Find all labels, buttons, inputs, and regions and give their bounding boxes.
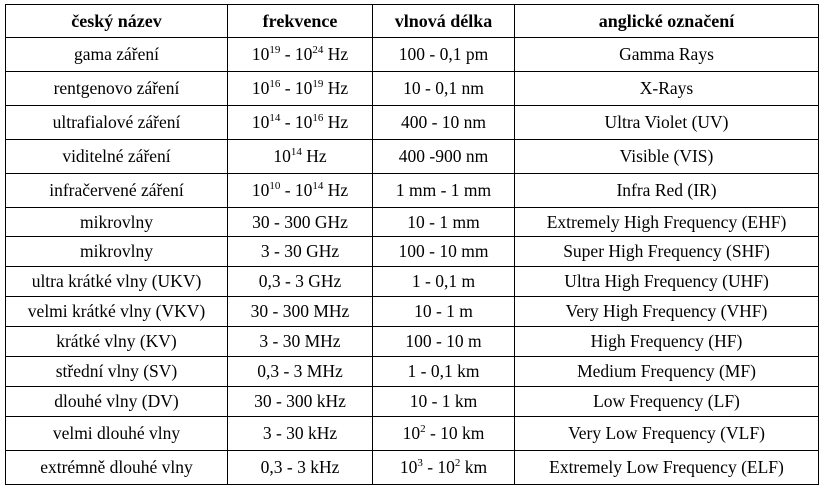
cell-wavelength: 400 - 10 nm: [372, 105, 515, 140]
cell-frequency: 0,3 - 3 kHz: [227, 450, 373, 485]
electromagnetic-spectrum-table: český název frekvence vlnová délka angli…: [5, 4, 819, 485]
table-row: mikrovlny 3 - 30 GHz 100 - 10 mm Super H…: [5, 236, 819, 267]
cell-frequency: 0,3 - 3 MHz: [227, 356, 373, 387]
cell-wavelength: 103 - 102 km: [372, 450, 515, 485]
cell-english-name: Low Frequency (LF): [514, 386, 819, 417]
cell-frequency: 0,3 - 3 GHz: [227, 266, 373, 297]
cell-english-name: Medium Frequency (MF): [514, 356, 819, 387]
cell-frequency: 30 - 300 GHz: [227, 207, 373, 237]
cell-czech-name: ultrafialové záření: [5, 105, 228, 140]
header-english-name: anglické označení: [514, 4, 819, 38]
table-row: viditelné záření 1014 Hz 400 -900 nm Vis…: [5, 139, 819, 174]
cell-english-name: Gamma Rays: [514, 37, 819, 72]
cell-english-name: Visible (VIS): [514, 139, 819, 174]
cell-wavelength: 102 - 10 km: [372, 416, 515, 451]
cell-wavelength: 1 mm - 1 mm: [372, 173, 515, 208]
cell-wavelength: 10 - 0,1 nm: [372, 71, 515, 106]
cell-czech-name: dlouhé vlny (DV): [5, 386, 228, 417]
cell-czech-name: mikrovlny: [5, 236, 228, 267]
table-row: rentgenovo záření 1016 - 1019 Hz 10 - 0,…: [5, 71, 819, 106]
cell-wavelength: 10 - 1 m: [372, 296, 515, 327]
cell-wavelength: 1 - 0,1 km: [372, 356, 515, 387]
table-header-row: český název frekvence vlnová délka angli…: [5, 4, 819, 38]
cell-english-name: High Frequency (HF): [514, 326, 819, 357]
cell-frequency: 1016 - 1019 Hz: [227, 71, 373, 106]
cell-frequency: 30 - 300 MHz: [227, 296, 373, 327]
cell-frequency: 1014 - 1016 Hz: [227, 105, 373, 140]
cell-wavelength: 100 - 10 mm: [372, 236, 515, 267]
cell-english-name: Extremely Low Frequency (ELF): [514, 450, 819, 485]
cell-frequency: 1019 - 1024 Hz: [227, 37, 373, 72]
cell-czech-name: ultra krátké vlny (UKV): [5, 266, 228, 297]
cell-czech-name: extrémně dlouhé vlny: [5, 450, 228, 485]
cell-czech-name: velmi dlouhé vlny: [5, 416, 228, 451]
header-czech-name: český název: [5, 4, 228, 38]
cell-wavelength: 400 -900 nm: [372, 139, 515, 174]
cell-czech-name: mikrovlny: [5, 207, 228, 237]
header-frequency: frekvence: [227, 4, 373, 38]
table-row: krátké vlny (KV) 3 - 30 MHz 100 - 10 m H…: [5, 326, 819, 357]
table-row: gama záření 1019 - 1024 Hz 100 - 0,1 pm …: [5, 37, 819, 72]
cell-frequency: 1014 Hz: [227, 139, 373, 174]
table-row: ultra krátké vlny (UKV) 0,3 - 3 GHz 1 - …: [5, 266, 819, 297]
header-wavelength: vlnová délka: [372, 4, 515, 38]
cell-wavelength: 10 - 1 km: [372, 386, 515, 417]
table-row: velmi krátké vlny (VKV) 30 - 300 MHz 10 …: [5, 296, 819, 327]
cell-czech-name: krátké vlny (KV): [5, 326, 228, 357]
cell-frequency: 3 - 30 kHz: [227, 416, 373, 451]
cell-wavelength: 1 - 0,1 m: [372, 266, 515, 297]
cell-czech-name: infračervené záření: [5, 173, 228, 208]
cell-wavelength: 10 - 1 mm: [372, 207, 515, 237]
cell-wavelength: 100 - 0,1 pm: [372, 37, 515, 72]
cell-english-name: Infra Red (IR): [514, 173, 819, 208]
table-row: střední vlny (SV) 0,3 - 3 MHz 1 - 0,1 km…: [5, 356, 819, 387]
cell-english-name: Very High Frequency (VHF): [514, 296, 819, 327]
cell-czech-name: rentgenovo záření: [5, 71, 228, 106]
table-row: dlouhé vlny (DV) 30 - 300 kHz 10 - 1 km …: [5, 386, 819, 417]
table-row: velmi dlouhé vlny 3 - 30 kHz 102 - 10 km…: [5, 416, 819, 451]
caption-fragment: [190, 0, 490, 3]
cell-english-name: X-Rays: [514, 71, 819, 106]
cell-czech-name: velmi krátké vlny (VKV): [5, 296, 228, 327]
cell-english-name: Very Low Frequency (VLF): [514, 416, 819, 451]
cell-czech-name: střední vlny (SV): [5, 356, 228, 387]
cell-frequency: 3 - 30 GHz: [227, 236, 373, 267]
cell-english-name: Extremely High Frequency (EHF): [514, 207, 819, 237]
table-row: ultrafialové záření 1014 - 1016 Hz 400 -…: [5, 105, 819, 140]
cell-frequency: 1010 - 1014 Hz: [227, 173, 373, 208]
cell-czech-name: gama záření: [5, 37, 228, 72]
table-row: mikrovlny 30 - 300 GHz 10 - 1 mm Extreme…: [5, 207, 819, 237]
cell-english-name: Ultra Violet (UV): [514, 105, 819, 140]
table-row: extrémně dlouhé vlny 0,3 - 3 kHz 103 - 1…: [5, 450, 819, 485]
cell-frequency: 30 - 300 kHz: [227, 386, 373, 417]
cell-frequency: 3 - 30 MHz: [227, 326, 373, 357]
table-row: infračervené záření 1010 - 1014 Hz 1 mm …: [5, 173, 819, 208]
cell-czech-name: viditelné záření: [5, 139, 228, 174]
cell-english-name: Ultra High Frequency (UHF): [514, 266, 819, 297]
cell-english-name: Super High Frequency (SHF): [514, 236, 819, 267]
cell-wavelength: 100 - 10 m: [372, 326, 515, 357]
